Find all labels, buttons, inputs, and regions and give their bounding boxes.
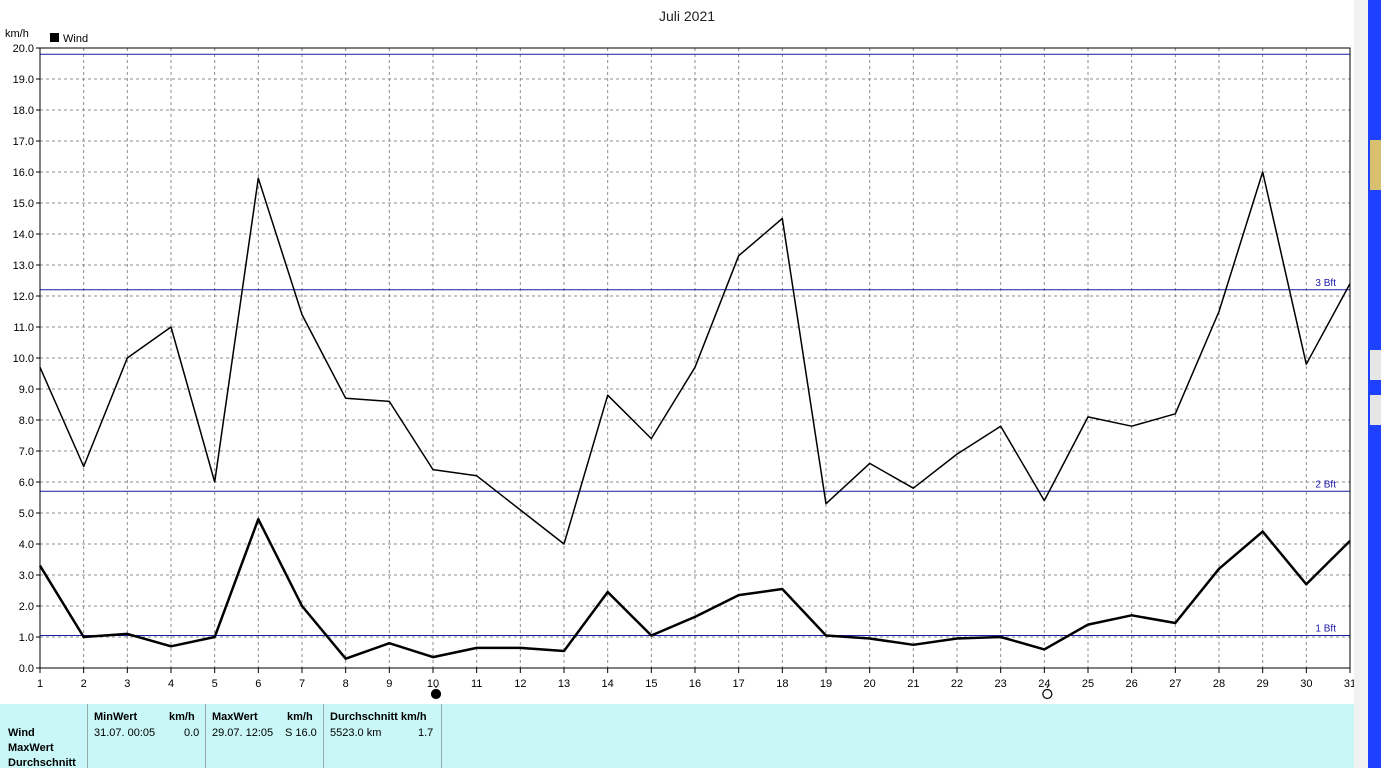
max-wind-line (39, 171, 1351, 545)
x-tick-label: 19 (820, 678, 832, 690)
x-tick-label: 29 (1257, 678, 1269, 690)
x-tick-label: 23 (995, 678, 1007, 690)
x-tick-label: 2 (81, 678, 87, 690)
beaufort-label: 3 Bft (1315, 278, 1336, 289)
y-tick-label: 20.0 (13, 43, 34, 55)
min-datetime: 31.07. 00:05 (94, 727, 156, 739)
y-tick-label: 0.0 (19, 663, 34, 675)
y-tick-label: 10.0 (13, 353, 34, 365)
x-tick-label: 27 (1169, 678, 1181, 690)
x-tick-label: 18 (776, 678, 788, 690)
x-tick-label: 13 (558, 678, 570, 690)
window-edge (1354, 0, 1381, 768)
moon-markers (430, 686, 1053, 700)
x-tick-label: 20 (864, 678, 876, 690)
x-tick-label: 16 (689, 678, 701, 690)
y-tick-labels: 0.0 1.0 2.0 3.0 4.0 5.0 6.0 7.0 8.0 9.0 10.0 11.0 12… (13, 43, 40, 675)
y-tick-label: 9.0 (19, 384, 34, 396)
min-value: 0.0 (184, 727, 200, 739)
x-tick-label: 8 (343, 678, 349, 690)
x-tick-label: 9 (386, 678, 392, 690)
row-label-wind: Wind (8, 727, 35, 739)
y-tick-label: 5.0 (19, 508, 34, 520)
x-tick-label: 6 (255, 678, 261, 690)
y-tick-label: 7.0 (19, 446, 34, 458)
max-datetime: 29.07. 12:05 (212, 727, 274, 739)
column-divider (205, 704, 206, 768)
x-tick-label: 25 (1082, 678, 1094, 690)
x-tick-label: 10 (427, 678, 439, 690)
x-tick-label: 21 (907, 678, 919, 690)
y-tick-label: 11.0 (13, 322, 34, 334)
new-moon-icon (430, 688, 442, 700)
min-unit: km/h (169, 711, 195, 723)
y-tick-label: 14.0 (13, 229, 34, 241)
row-label-maxwert: MaxWert (8, 742, 54, 754)
desktop-fragment (1370, 350, 1381, 380)
x-tick-label: 14 (602, 678, 614, 690)
y-tick-label: 1.0 (19, 632, 34, 644)
x-tick-label: 12 (514, 678, 526, 690)
max-header: MaxWert (212, 711, 258, 723)
y-tick-label: 19.0 (13, 74, 34, 86)
y-tick-label: 2.0 (19, 601, 34, 613)
avg-header: Durchschnitt km/h (330, 711, 427, 723)
wind-line (38, 517, 1351, 660)
column-divider (87, 704, 88, 768)
x-tick-label: 26 (1126, 678, 1138, 690)
x-tick-label: 3 (124, 678, 130, 690)
desktop-strip (1368, 0, 1381, 768)
x-tick-label: 4 (168, 678, 174, 690)
desktop-fragment (1370, 140, 1381, 190)
x-tick-label: 30 (1300, 678, 1312, 690)
y-tick-label: 8.0 (19, 415, 34, 427)
x-tick-label: 28 (1213, 678, 1225, 690)
y-tick-label: 16.0 (13, 167, 34, 179)
x-tick-label: 15 (645, 678, 657, 690)
y-tick-label: 12.0 (13, 291, 34, 303)
y-tick-label: 13.0 (13, 260, 34, 272)
max-value: S 16.0 (285, 727, 317, 739)
series-lines (38, 171, 1351, 660)
x-tick-label: 31 (1344, 678, 1354, 690)
min-header: MinWert (94, 711, 138, 723)
beaufort-lines: 1 Bft 2 Bft 3 Bft (40, 53, 1350, 636)
avg-distance: 5523.0 km (330, 727, 382, 739)
y-tick-label: 3.0 (19, 570, 34, 582)
y-tick-label: 18.0 (13, 105, 34, 117)
y-tick-label: 17.0 (13, 136, 34, 148)
beaufort-label: 1 Bft (1315, 623, 1336, 634)
x-tick-label: 7 (299, 678, 305, 690)
x-tick-label: 5 (212, 678, 218, 690)
x-tick-label: 22 (951, 678, 963, 690)
stats-panel: Wind MaxWert Durchschnitt MinWert km/h 3… (0, 704, 1354, 769)
y-axis-label: km/h (5, 28, 29, 40)
max-unit: km/h (287, 711, 313, 723)
full-moon-icon (1042, 688, 1053, 700)
x-tick-label: 1 (37, 678, 43, 690)
y-tick-label: 6.0 (19, 477, 34, 489)
column-divider (441, 704, 442, 768)
legend-swatch (50, 33, 59, 42)
row-label-durchschnitt: Durchschnitt (8, 757, 76, 769)
x-tick-labels: 1 2 3 4 5 6 7 8 9 10 11 12 13 14 15 16 17 18 19 20 21 22 23 24 2… (37, 668, 1354, 690)
x-tick-label: 11 (471, 678, 482, 690)
y-tick-label: 15.0 (13, 198, 34, 210)
column-divider (323, 704, 324, 768)
x-tick-label: 24 (1038, 678, 1050, 690)
y-tick-label: 4.0 (19, 539, 34, 551)
desktop-fragment (1370, 395, 1381, 425)
x-tick-label: 17 (733, 678, 745, 690)
avg-value: 1.7 (418, 727, 434, 739)
beaufort-label: 2 Bft (1315, 479, 1336, 490)
grid-lines (39, 47, 1351, 669)
chart-title: Juli 2021 (659, 8, 715, 24)
legend-label: Wind (63, 33, 88, 45)
